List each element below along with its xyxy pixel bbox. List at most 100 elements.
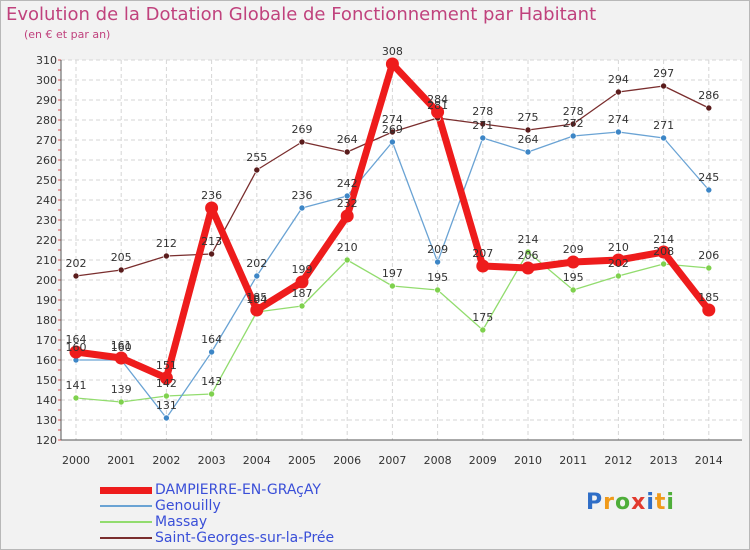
data-label-2: 202 (608, 257, 629, 270)
y-tick-label: 250 (36, 174, 57, 187)
data-point-0 (159, 371, 173, 385)
data-point-1 (208, 348, 215, 356)
data-point-2 (705, 264, 713, 272)
legend-item-genouilly: Genouilly (100, 498, 334, 514)
data-point-0 (657, 245, 671, 259)
data-point-0 (340, 209, 354, 223)
x-tick-label: 2009 (469, 454, 497, 467)
x-tick-label: 2010 (514, 454, 542, 467)
data-label-2: 195 (427, 271, 448, 284)
data-label-1: 209 (427, 243, 448, 256)
y-tick-label: 170 (36, 334, 57, 347)
data-label-3: 275 (518, 111, 539, 124)
data-label-3: 205 (111, 251, 132, 264)
data-point-3 (660, 82, 667, 90)
data-point-0 (431, 105, 445, 119)
legend-item-saint-georges: Saint-Georges-sur-la-Prée (100, 530, 334, 546)
x-tick-label: 2001 (107, 454, 135, 467)
data-label-0: 308 (382, 45, 403, 58)
data-label-3: 264 (337, 133, 358, 146)
x-tick-label: 2004 (243, 454, 271, 467)
data-label-2: 142 (156, 377, 177, 390)
data-point-1 (253, 272, 261, 280)
data-label-0: 284 (427, 93, 448, 106)
data-label-2: 141 (66, 379, 87, 392)
data-label-0: 210 (608, 241, 629, 254)
data-point-0 (295, 275, 309, 289)
data-point-1 (434, 258, 441, 266)
data-point-1 (343, 192, 351, 200)
data-point-2 (660, 260, 667, 268)
data-label-2: 210 (337, 241, 358, 254)
data-label-2: 184 (246, 293, 267, 306)
data-label-3: 278 (563, 105, 584, 118)
y-tick-label: 260 (36, 154, 57, 167)
legend-item-massay: Massay (100, 514, 334, 530)
data-label-1: 164 (201, 333, 222, 346)
data-point-0 (250, 303, 264, 317)
data-point-0 (702, 303, 716, 317)
data-point-3 (389, 128, 396, 136)
x-tick-label: 2000 (62, 454, 90, 467)
data-point-1 (524, 148, 532, 156)
data-label-3: 278 (472, 105, 493, 118)
data-point-0 (114, 351, 128, 365)
data-label-1: 274 (608, 113, 629, 126)
data-point-3 (163, 252, 170, 260)
y-tick-label: 160 (36, 354, 57, 367)
x-tick-label: 2012 (604, 454, 632, 467)
data-label-2: 187 (292, 287, 313, 300)
y-tick-label: 200 (36, 274, 57, 287)
legend: DAMPIERRE-EN-GRAçAY Genouilly Massay Sai… (100, 482, 334, 546)
data-point-0 (521, 261, 535, 275)
data-point-1 (615, 128, 622, 136)
proxiti-logo: Proxiti (586, 490, 675, 515)
data-point-3 (479, 120, 487, 128)
data-label-0: 236 (201, 189, 222, 202)
data-label-1: 272 (563, 117, 584, 130)
data-point-1 (569, 132, 577, 140)
data-label-3: 269 (292, 123, 313, 136)
x-tick-label: 2008 (424, 454, 452, 467)
data-label-2: 208 (653, 245, 674, 258)
data-point-3 (298, 138, 306, 146)
x-tick-label: 2014 (695, 454, 723, 467)
data-label-3: 281 (427, 99, 448, 112)
data-point-3 (524, 126, 532, 134)
data-label-1: 236 (292, 189, 313, 202)
data-label-2: 175 (472, 311, 493, 324)
data-label-3: 274 (382, 113, 403, 126)
data-label-1: 131 (156, 399, 177, 412)
legend-label: Massay (155, 514, 208, 530)
data-label-1: 271 (472, 119, 493, 132)
legend-label: Genouilly (155, 498, 221, 514)
data-point-0 (476, 259, 490, 273)
data-point-2 (569, 286, 577, 294)
data-point-2 (615, 272, 622, 280)
x-tick-label: 2005 (288, 454, 316, 467)
data-point-0 (566, 255, 580, 269)
data-point-3 (569, 120, 577, 128)
data-label-1: 264 (518, 133, 539, 146)
data-point-2 (343, 256, 351, 264)
legend-label: Saint-Georges-sur-la-Prée (155, 530, 335, 546)
data-point-1 (705, 186, 713, 194)
data-label-3: 294 (608, 73, 629, 86)
data-point-0 (611, 253, 625, 267)
data-point-0 (69, 345, 83, 359)
logo-letter: r (603, 490, 615, 515)
data-label-3: 286 (698, 89, 719, 102)
data-point-1 (389, 138, 396, 146)
data-label-0: 199 (292, 263, 313, 276)
logo-letter: o (614, 490, 632, 515)
data-label-3: 212 (156, 237, 177, 250)
data-point-1 (479, 134, 487, 142)
chart-subtitle: (en € et par an) (24, 28, 111, 41)
y-tick-label: 140 (36, 394, 57, 407)
chart-title: Evolution de la Dotation Globale de Fonc… (6, 4, 597, 25)
y-tick-label: 210 (36, 254, 57, 267)
data-point-1 (660, 134, 667, 142)
x-tick-label: 2006 (333, 454, 361, 467)
data-label-0: 209 (563, 243, 584, 256)
data-point-3 (208, 250, 215, 258)
